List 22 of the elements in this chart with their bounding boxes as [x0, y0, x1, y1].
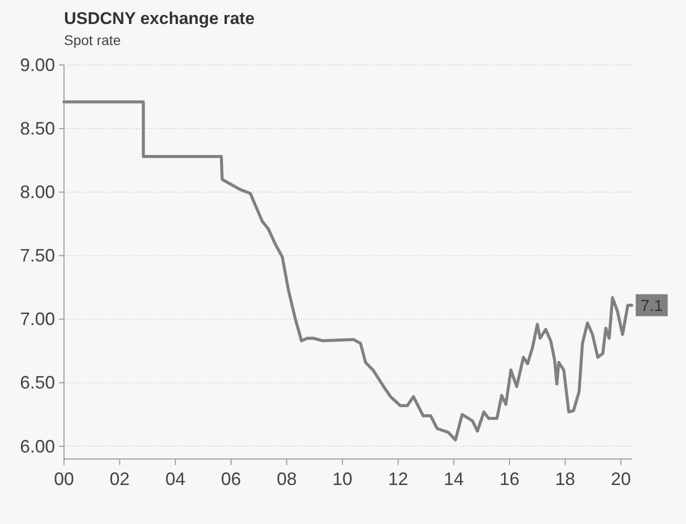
x-tick-label: 18 [555, 469, 576, 489]
y-tick-label: 8.00 [20, 182, 55, 202]
y-tick-label: 7.50 [20, 246, 55, 266]
x-tick-label: 06 [221, 469, 242, 489]
x-tick-label: 04 [165, 469, 186, 489]
x-tick-label: 08 [276, 469, 297, 489]
chart-subtitle: Spot rate [64, 32, 122, 48]
x-tick-label: 12 [388, 469, 408, 489]
x-tick-label: 20 [610, 469, 631, 489]
line-series [62, 100, 634, 442]
x-tick-label: 00 [54, 469, 74, 489]
x-tick-label: 16 [499, 469, 520, 489]
data-label: 7.1 [640, 298, 663, 316]
y-tick-label: 7.00 [20, 309, 55, 330]
x-tick-label: 14 [444, 469, 464, 489]
y-tick-label: 8.50 [20, 118, 55, 139]
chart-title: USDCNY exchange rate [64, 9, 255, 28]
x-tick-label: 10 [332, 469, 352, 489]
y-tick-label: 9.00 [20, 55, 55, 75]
y-tick-label: 6.00 [20, 436, 55, 456]
y-tick-label: 6.50 [20, 372, 55, 393]
x-tick-label: 02 [110, 469, 130, 489]
